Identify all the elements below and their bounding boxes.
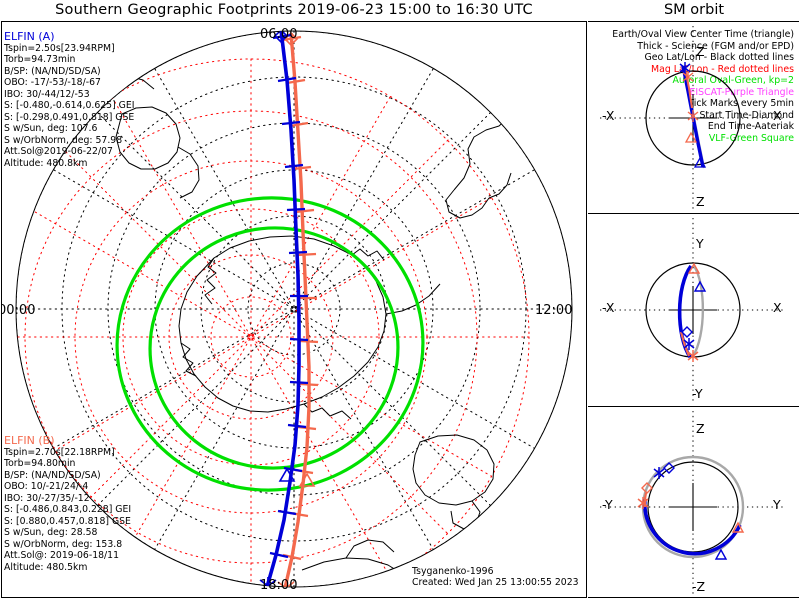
elfin-b-orbit-xz — [684, 67, 693, 109]
axis-label-right: X — [773, 300, 782, 316]
elfin-b-line: S: [0.880,0.457,0.818] GSE — [4, 515, 131, 527]
page-title: Southern Geographic Footprints 2019-06-2… — [55, 2, 533, 18]
axis-label-left: -X — [602, 300, 615, 316]
orbit-triangle-b — [731, 521, 745, 533]
orbit-diamond-b — [641, 481, 653, 494]
elfin-a-orbit-yz — [642, 498, 742, 556]
elfin-b-orbit-yz — [643, 492, 648, 507]
legend-item-tick-marks: Tick Marks every 5min — [688, 98, 794, 109]
axis-label-bottom: Z — [696, 194, 705, 209]
sm-panel-xz-plot — [600, 26, 786, 210]
elfin-a-line: Tspin=2.50s[23.94RPM] — [4, 43, 115, 54]
elfin-b-line: Altitude: 480.5km — [4, 561, 88, 573]
elfin-a-line: B/SP: (NA/ND/SD/SA) — [4, 65, 101, 77]
orbit-marker-asterisk-b — [682, 71, 699, 122]
elfin-b-end-asterisk — [277, 579, 295, 587]
legend-item-vlf: VLF-Green Square — [708, 132, 794, 144]
elfin-b-line: S: [-0.486,0.843,0.228] GEI — [4, 504, 132, 516]
legend-item-mag-latlon: Mag Lat/Lon - Red dotted lines — [651, 63, 794, 75]
axis-label-top: Z — [696, 420, 705, 436]
elfin-b-center-triangle — [298, 472, 316, 487]
axis-label-right: Y — [773, 496, 781, 512]
elfin-a-line: S w/Sun, deg: 107.6 — [4, 123, 98, 135]
elfin-b-line: Tspin=2.70s[22.18RPM] — [4, 447, 115, 458]
elfin-b-line: S w/OrbNorm, deg: 153.8 — [4, 538, 123, 550]
sm-panel-xy: Y -Y -X X — [588, 213, 799, 405]
elfin-a-line: Torb=94.73min — [4, 54, 76, 66]
created-timestamp: Created: Wed Jan 25 13:00:55 2023 — [412, 577, 579, 589]
elfin-b-line: S w/Sun, deg: 28.58 — [4, 527, 98, 539]
axis-label-right: X — [773, 108, 782, 123]
clock-label-left: 00:00 — [1, 303, 36, 318]
orbit-triangle-a — [693, 280, 707, 292]
elfin-a-header: ELFIN (A) — [4, 30, 55, 43]
orbit-triangle-b — [684, 131, 698, 143]
orbit-gray-xy — [691, 265, 705, 357]
sm-panel-xy-plot — [600, 218, 786, 403]
orbit-marker-asterisk-a — [653, 466, 665, 479]
axis-label-left: -X — [602, 108, 615, 123]
elfin-a-line: Altitude: 480.8km — [4, 157, 88, 169]
sm-panel-yz-plot — [600, 410, 786, 595]
elfin-b-line: OBO: 10/-21/24/-4 — [4, 481, 89, 493]
southern-footprint-map: 06:00 00:00 12:00 18:00 — [1, 21, 587, 598]
elfin-a-line: S w/OrbNorm, deg: 57.98 — [4, 134, 123, 146]
orbit-triangle-b — [687, 262, 701, 274]
orbit-triangle-a — [714, 548, 728, 560]
orbit-triangle-a — [693, 156, 707, 168]
elfin-a-line: S: [-0.480,-0.614,0.625] GEI — [4, 100, 135, 112]
axis-label-bottom: -Y — [692, 386, 703, 402]
elfin-a-line: S: [-0.298,0.491,0.818] GSE — [4, 111, 135, 123]
map-plot — [15, 30, 573, 588]
clock-label-bottom: 18:00 — [260, 578, 298, 593]
elfin-a-info-panel: ELFIN (A) Tspin=2.50s[23.94RPM] Torb=94.… — [4, 30, 134, 169]
elfin-b-line: B/SP: (NA/ND/SD/SA) — [4, 469, 101, 481]
earth-circle — [645, 70, 741, 166]
orbit-marker-asterisk-b — [637, 496, 649, 509]
orbit-marker-asterisk-a — [679, 62, 691, 74]
orbit-marker-asterisk-a — [683, 338, 695, 351]
elfin-a-start-diamond — [273, 31, 289, 44]
legend-item-start-time: Start Time-Diamond — [699, 109, 794, 121]
elfin-b-info-panel: ELFIN (B) Tspin=2.70s[22.18RPM] Torb=94.… — [4, 434, 131, 573]
credit-block: Tsyganenko-1996 Created: Wed Jan 25 13:0… — [412, 566, 579, 589]
orbit-marker-asterisk-b — [687, 350, 699, 363]
axis-label-left: -Y — [602, 496, 613, 512]
legend-item-thick-science: Thick - Science (FGM and/or EPD) — [637, 40, 794, 52]
axis-label-top: Z — [696, 44, 705, 59]
sm-orbit-panels: Z Z -X X — [588, 21, 799, 598]
clock-label-right: 12:00 — [535, 303, 573, 318]
elfin-b-line: IBO: 30/-27/35/-12 — [4, 492, 90, 504]
sm-panel-xz: Z Z -X X — [588, 21, 799, 213]
orbit-diamond-a — [681, 326, 693, 339]
legend-item-view-center-time: Earth/Oval View Center Time (triangle) — [612, 29, 794, 40]
orbit-diamond-a — [663, 461, 675, 474]
clock-label-top: 06:00 — [260, 27, 298, 42]
map-legend: Earth/Oval View Center Time (triangle) T… — [612, 29, 794, 144]
elfin-a-line: Att.Sol@2019-06-22/07 — [4, 146, 113, 158]
legend-item-auroral-oval: Auroral Oval-Green, kp=2 — [672, 75, 794, 86]
model-name: Tsyganenko-1996 — [412, 566, 494, 577]
axis-label-top: Y — [696, 236, 704, 252]
elfin-a-line: OBO: -17/-53/-18/-67 — [4, 77, 101, 89]
legend-item-eiscat: EISCAT-Purple Triangle — [689, 86, 794, 98]
elfin-b-track — [277, 31, 319, 587]
legend-item-end-time: End Time-Aateriak — [707, 121, 794, 132]
legend-item-geo-latlon: Geo Lat/Lon - Black dotted lines — [644, 52, 794, 63]
elfin-b-header: ELFIN (B) — [4, 434, 55, 447]
axis-label-bottom: -Z — [692, 578, 706, 594]
sm-panel-yz: Z -Z -Y Y — [588, 405, 799, 598]
mag-graticule — [16, 58, 530, 587]
elfin-b-line: Torb=94.80min — [4, 458, 76, 470]
map-content — [16, 31, 572, 587]
elfin-b-line: Att.Sol@: 2019-06-18/11 — [4, 550, 119, 562]
elfin-a-center-triangle — [278, 467, 296, 482]
elfin-a-line: IBO: 30/-44/12/-53 — [4, 88, 90, 100]
sm-orbit-title: SM orbit — [663, 2, 725, 18]
